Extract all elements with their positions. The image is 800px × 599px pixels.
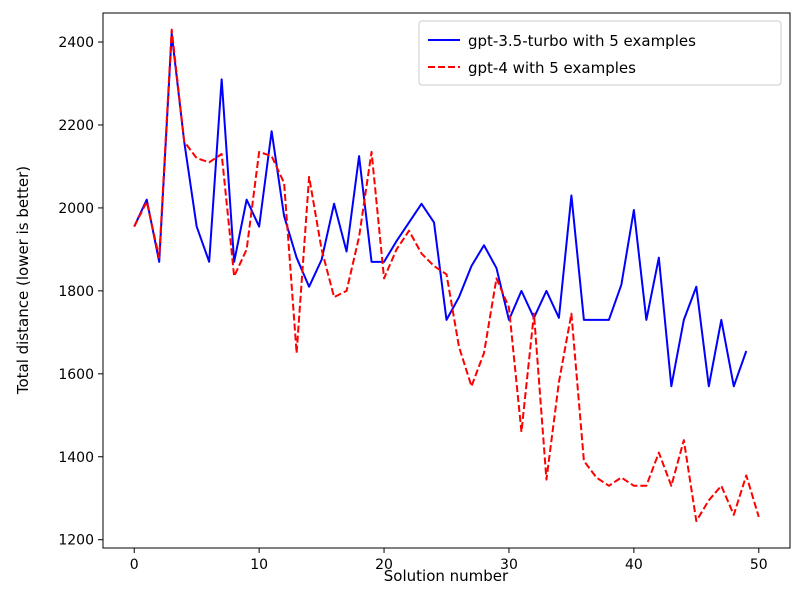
series-line-1 bbox=[133, 28, 760, 523]
legend: gpt-3.5-turbo with 5 examples gpt-4 with… bbox=[418, 20, 782, 86]
y-tick-label: 1800 bbox=[58, 284, 94, 300]
y-tick-label: 2000 bbox=[58, 201, 94, 217]
x-tick-label: 20 bbox=[375, 557, 393, 573]
legend-label-0: gpt-3.5-turbo with 5 examples bbox=[468, 32, 696, 50]
y-tick-label: 1600 bbox=[58, 367, 94, 383]
y-tick-label: 1400 bbox=[58, 450, 94, 466]
plot-frame bbox=[102, 12, 791, 549]
y-tick-label: 2200 bbox=[58, 118, 94, 134]
series-line-0 bbox=[133, 32, 748, 388]
legend-label-1: gpt-4 with 5 examples bbox=[468, 59, 636, 77]
x-tick-label: 50 bbox=[750, 557, 768, 573]
x-tick-label: 40 bbox=[625, 557, 643, 573]
x-tick-label: 30 bbox=[500, 557, 518, 573]
y-tick-label: 1200 bbox=[58, 533, 94, 549]
x-tick-label: 10 bbox=[250, 557, 268, 573]
x-axis-label: Solution number bbox=[384, 567, 509, 585]
y-axis-label: Total distance (lower is better) bbox=[14, 166, 32, 395]
y-tick-label: 2400 bbox=[58, 35, 94, 51]
legend-box bbox=[418, 20, 782, 86]
x-tick-label: 0 bbox=[130, 557, 139, 573]
